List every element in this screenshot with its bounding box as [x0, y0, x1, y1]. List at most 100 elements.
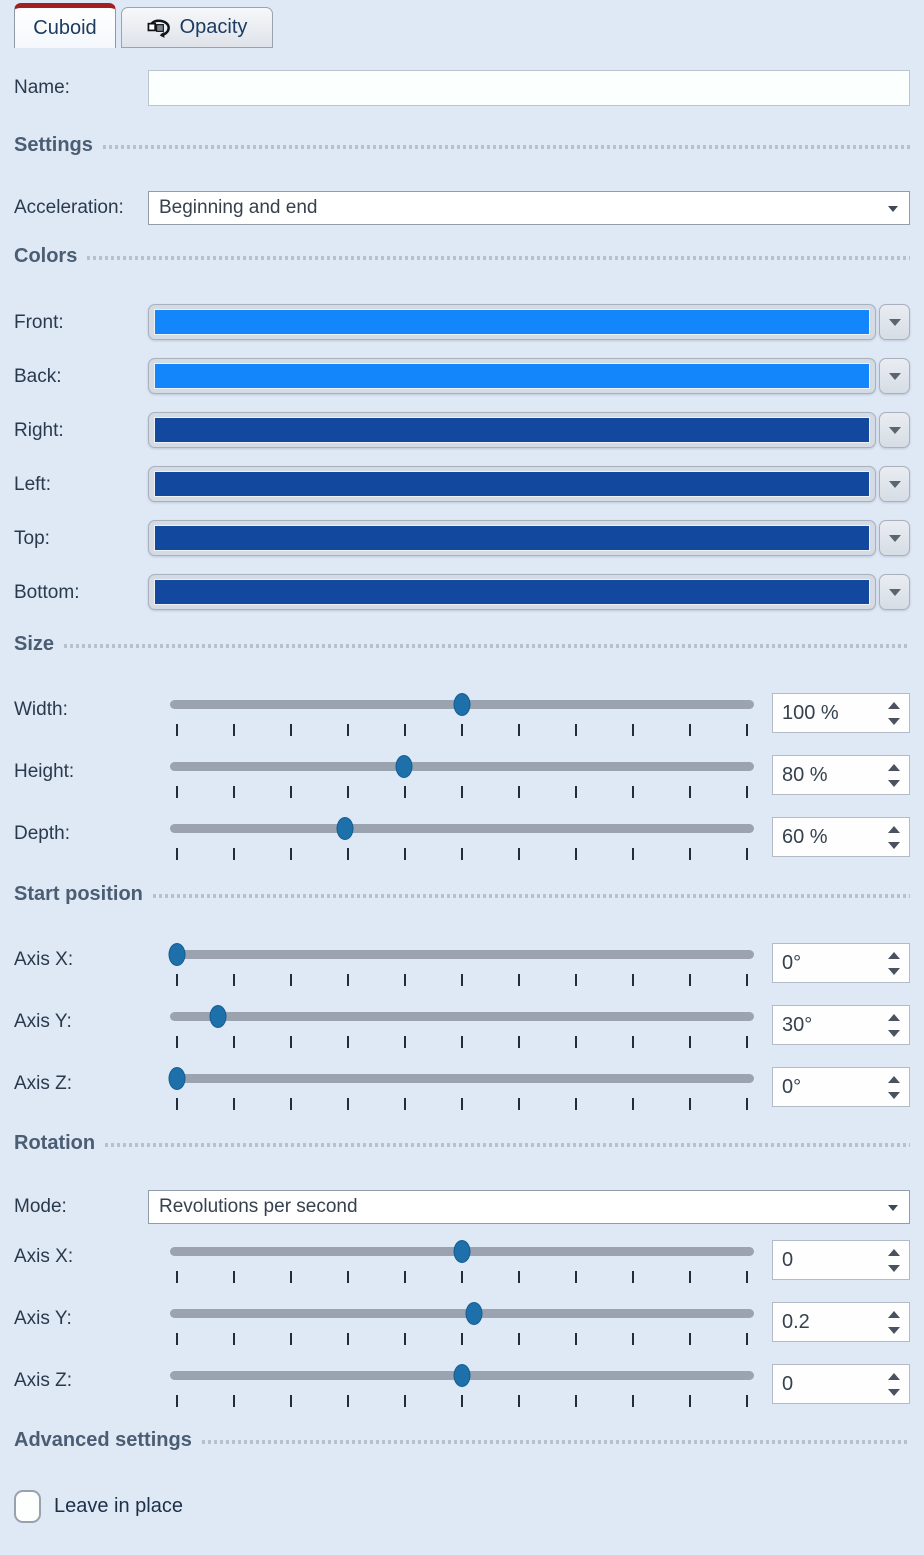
rotation-axis-x-handle[interactable]	[453, 1240, 471, 1263]
spin-up-button[interactable]	[888, 701, 900, 709]
rotation-axis-z-value: 0	[782, 1372, 794, 1395]
acceleration-value: Beginning and end	[159, 197, 318, 218]
bottom-color-button[interactable]	[148, 574, 876, 610]
section-size: Size	[14, 631, 910, 657]
spin-down-button[interactable]	[888, 1326, 900, 1334]
color-row-top: Top:	[14, 520, 910, 558]
spin-up-button[interactable]	[888, 1310, 900, 1318]
height-spinbox[interactable]: 80 %	[772, 755, 910, 795]
color-row-front: Front:	[14, 304, 910, 342]
right-color-button[interactable]	[148, 412, 876, 448]
spin-down-button[interactable]	[888, 841, 900, 849]
height-slider-handle[interactable]	[395, 755, 413, 778]
width-slider[interactable]	[170, 693, 754, 739]
color-row-left: Left:	[14, 466, 910, 504]
start-axis-y-handle[interactable]	[209, 1005, 227, 1028]
spin-up-button[interactable]	[888, 1372, 900, 1380]
rotation-axis-x-spinbox[interactable]: 0	[772, 1240, 910, 1280]
slider-ticks	[176, 786, 748, 798]
left-color-dropdown-button[interactable]	[879, 466, 910, 502]
spin-down-button[interactable]	[888, 779, 900, 787]
rotation-axis-y-handle[interactable]	[465, 1302, 483, 1325]
start-axis-x-handle[interactable]	[168, 943, 186, 966]
color-row-back: Back:	[14, 358, 910, 396]
rotation-axis-x-slider[interactable]	[170, 1240, 754, 1286]
top-color-button[interactable]	[148, 520, 876, 556]
start-axis-x-spinbox[interactable]: 0°	[772, 943, 910, 983]
spin-up-button[interactable]	[888, 763, 900, 771]
width-value: 100 %	[782, 701, 839, 724]
spin-down-button[interactable]	[888, 967, 900, 975]
name-label: Name:	[14, 77, 70, 98]
spin-up-button[interactable]	[888, 1013, 900, 1021]
rotation-axis-y-spinbox[interactable]: 0.2	[772, 1302, 910, 1342]
color-row-bottom: Bottom:	[14, 574, 910, 612]
spin-down-button[interactable]	[888, 1091, 900, 1099]
slider-track[interactable]	[170, 1074, 754, 1083]
spin-up-button[interactable]	[888, 1248, 900, 1256]
slider-track[interactable]	[170, 762, 754, 771]
start-axis-x-slider[interactable]	[168, 943, 754, 989]
start-axis-y-slider[interactable]	[170, 1005, 754, 1051]
top-color-dropdown-button[interactable]	[879, 520, 910, 556]
name-input[interactable]	[148, 70, 910, 106]
width-spinbox[interactable]: 100 %	[772, 693, 910, 733]
back-color-swatch	[154, 363, 870, 389]
slider-ticks	[176, 724, 748, 736]
slider-track[interactable]	[170, 1309, 754, 1318]
slider-track[interactable]	[170, 1012, 754, 1021]
front-color-button[interactable]	[148, 304, 876, 340]
front-color-label: Front:	[14, 312, 64, 333]
slider-track[interactable]	[170, 950, 754, 959]
rotation-axis-z-spinbox[interactable]: 0	[772, 1364, 910, 1404]
back-color-button[interactable]	[148, 358, 876, 394]
section-divider-dots	[152, 894, 910, 898]
spin-down-button[interactable]	[888, 1264, 900, 1272]
back-color-dropdown-button[interactable]	[879, 358, 910, 394]
spin-down-button[interactable]	[888, 1388, 900, 1396]
start-axis-z-handle[interactable]	[168, 1067, 186, 1090]
rotation-icon	[147, 19, 170, 38]
rotation-axis-z-handle[interactable]	[453, 1364, 471, 1387]
rotation-axis-z-label: Axis Z:	[14, 1370, 73, 1391]
tab-cuboid[interactable]: Cuboid	[14, 3, 116, 48]
acceleration-dropdown[interactable]: Beginning and end	[148, 191, 910, 225]
section-colors-title: Colors	[14, 244, 78, 267]
tab-opacity[interactable]: Opacity	[121, 7, 273, 48]
spin-up-button[interactable]	[888, 825, 900, 833]
bottom-color-label: Bottom:	[14, 582, 80, 603]
start-axis-y-spinbox[interactable]: 30°	[772, 1005, 910, 1045]
rotation-mode-dropdown[interactable]: Revolutions per second	[148, 1190, 910, 1224]
depth-slider[interactable]	[170, 817, 754, 863]
front-color-dropdown-button[interactable]	[879, 304, 910, 340]
spin-down-button[interactable]	[888, 1029, 900, 1037]
rotation-axis-z-slider[interactable]	[170, 1364, 754, 1410]
start-axis-x-label: Axis X:	[14, 949, 74, 970]
left-color-button[interactable]	[148, 466, 876, 502]
height-slider[interactable]	[170, 755, 754, 801]
rotation-axis-y-slider[interactable]	[170, 1302, 754, 1348]
depth-spinbox[interactable]: 60 %	[772, 817, 910, 857]
start-axis-x-row: Axis X: 0°	[14, 943, 910, 989]
right-color-swatch	[154, 417, 870, 443]
leave-in-place-checkbox[interactable]	[14, 1490, 41, 1523]
section-settings-title: Settings	[14, 133, 93, 156]
section-colors: Colors	[14, 243, 910, 269]
depth-slider-handle[interactable]	[336, 817, 354, 840]
rotation-axis-x-value: 0	[782, 1248, 794, 1271]
bottom-color-dropdown-button[interactable]	[879, 574, 910, 610]
spin-up-button[interactable]	[888, 1075, 900, 1083]
slider-track[interactable]	[170, 824, 754, 833]
width-slider-handle[interactable]	[453, 693, 471, 716]
start-axis-y-label: Axis Y:	[14, 1011, 72, 1032]
right-color-dropdown-button[interactable]	[879, 412, 910, 448]
chevron-down-icon	[888, 480, 901, 488]
spin-down-button[interactable]	[888, 717, 900, 725]
start-axis-z-spinbox[interactable]: 0°	[772, 1067, 910, 1107]
spin-up-button[interactable]	[888, 951, 900, 959]
start-axis-z-row: Axis Z: 0°	[14, 1067, 910, 1113]
section-advanced-settings-title: Advanced settings	[14, 1428, 192, 1451]
chevron-down-icon	[888, 426, 901, 434]
slider-ticks	[176, 1395, 748, 1407]
start-axis-z-slider[interactable]	[168, 1067, 754, 1113]
